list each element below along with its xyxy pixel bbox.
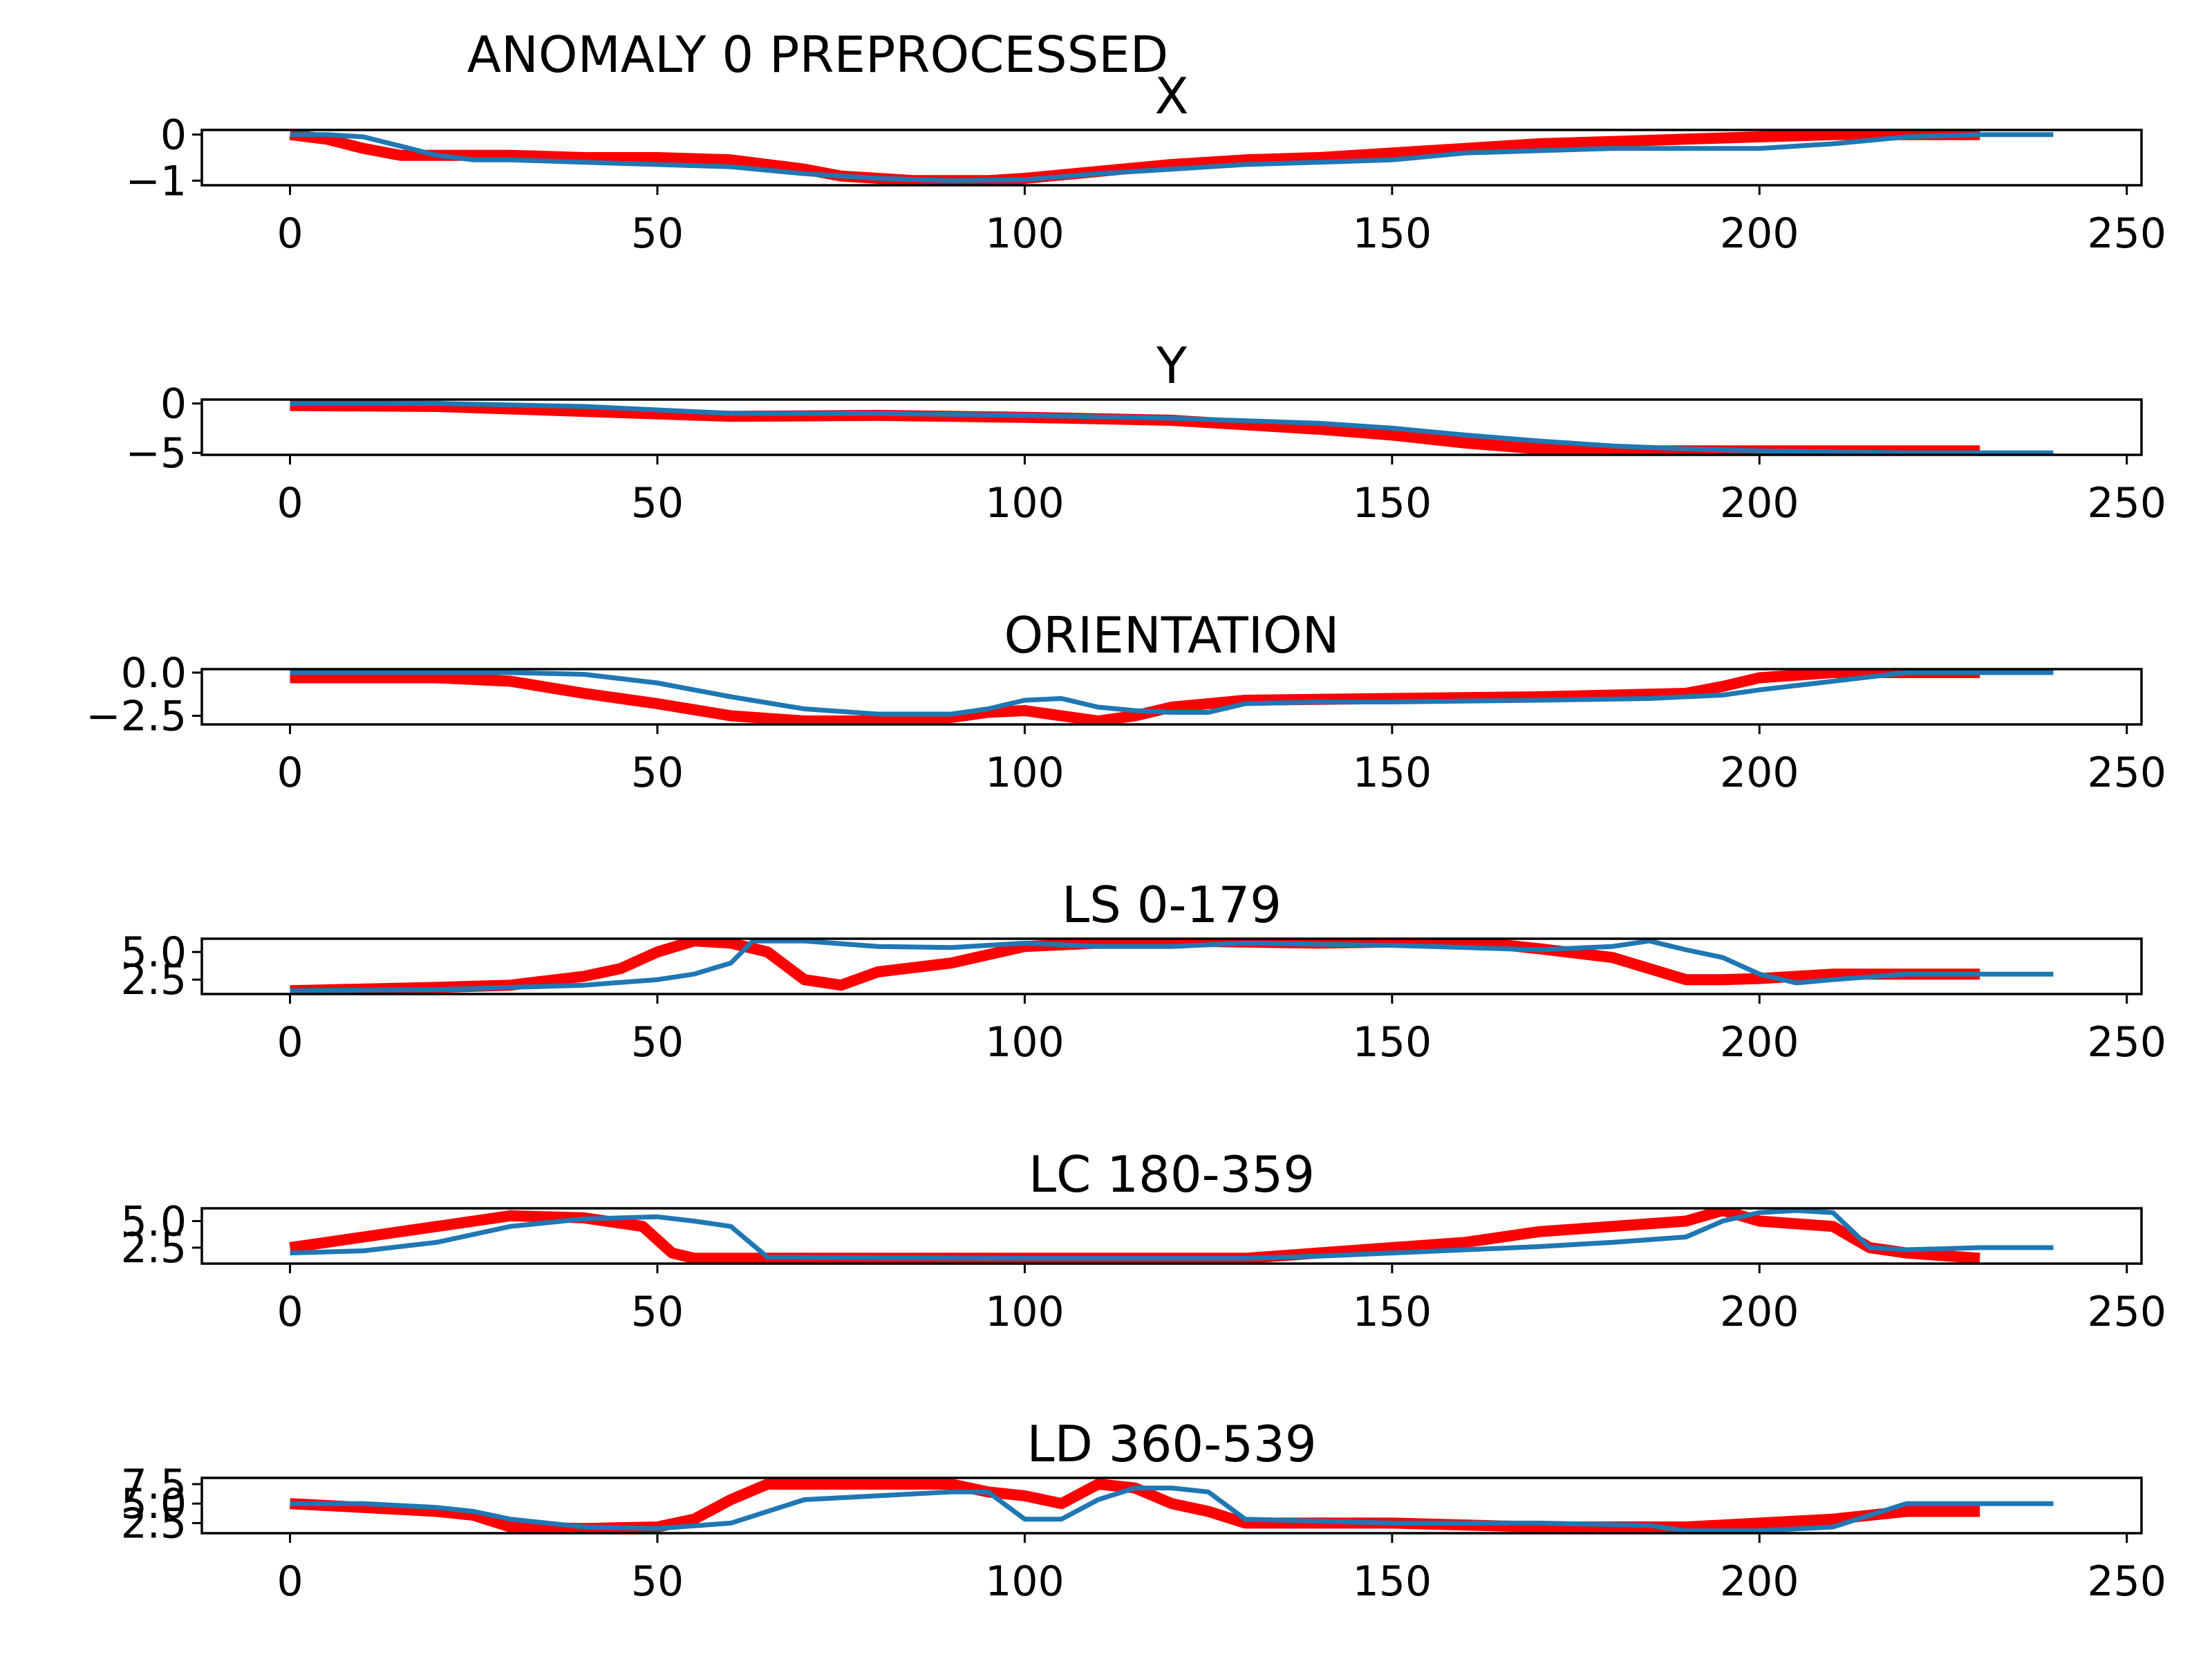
subplot-series-group: [290, 669, 2054, 724]
x-tick-label: 0: [276, 209, 303, 258]
x-tick-label: 250: [2087, 479, 2166, 527]
y-tick-label: 2.5: [121, 1224, 187, 1273]
x-tick-label: 100: [985, 209, 1065, 258]
x-tick-label: 200: [1720, 209, 1799, 258]
x-tick-label: 200: [1720, 749, 1799, 797]
y-tick-label: 7.5: [121, 1461, 187, 1509]
x-tick-label: 0: [276, 479, 303, 527]
subplot-title: LS 0-179: [1062, 876, 1282, 934]
series-line-red: [289, 1208, 1980, 1264]
x-tick-label: 250: [2087, 209, 2166, 258]
y-tick-label: 0.0: [121, 649, 187, 697]
series-line-red: [290, 939, 1980, 994]
x-tick-label: 0: [276, 749, 303, 797]
series-line-blue: [290, 670, 2054, 717]
x-tick-label: 250: [2087, 749, 2166, 797]
x-tick-label: 100: [985, 1018, 1065, 1067]
x-tick-label: 50: [631, 749, 684, 797]
y-tick-label: 5.0: [121, 1480, 187, 1528]
x-tick-label: 50: [631, 209, 684, 258]
x-tick-label: 50: [631, 479, 684, 527]
subplot-title: LD 360-539: [1027, 1415, 1316, 1473]
x-tick-label: 250: [2087, 1557, 2166, 1606]
subplot-frame: [200, 1207, 2143, 1265]
x-tick-label: 0: [276, 1018, 303, 1067]
subplot-series-group: [290, 400, 2054, 455]
y-tick-label: −5: [126, 429, 187, 478]
subplot-frame: [200, 129, 2143, 187]
x-tick-label: 50: [631, 1018, 684, 1067]
subplot-series-group: [289, 1208, 2054, 1264]
x-tick-label: 50: [631, 1288, 684, 1336]
x-tick-label: 250: [2087, 1018, 2166, 1067]
x-tick-label: 100: [985, 479, 1065, 527]
subplot-5: LC 180-359 0 50 100 150 200 250 2.55.0: [121, 1145, 2166, 1336]
subplot-title: X: [1154, 67, 1188, 125]
y-tick-label: 2.5: [121, 1499, 187, 1548]
y-tick-label: 5.0: [121, 928, 187, 977]
series-line-blue: [290, 401, 2054, 455]
subplot-series-group: [289, 130, 2054, 185]
x-tick-label: 200: [1720, 1018, 1799, 1067]
y-tick-label: −1: [126, 157, 187, 205]
subplot-frame: [200, 668, 2143, 726]
x-tick-label: 150: [1353, 1018, 1432, 1067]
x-tick-label: 150: [1353, 1288, 1432, 1336]
y-tick-label: 0: [160, 380, 187, 429]
series-line-blue: [290, 1208, 2054, 1261]
x-tick-label: 0: [276, 1288, 303, 1336]
x-tick-label: 250: [2087, 1288, 2166, 1336]
subplot-title: Y: [1156, 337, 1188, 395]
series-line-blue: [290, 939, 2054, 993]
x-tick-label: 200: [1720, 1557, 1799, 1606]
x-tick-label: 0: [276, 1557, 303, 1606]
subplot-frame: [200, 398, 2143, 456]
y-tick-label: 2.5: [121, 956, 187, 1004]
x-tick-label: 150: [1353, 749, 1432, 797]
y-tick-label: −2.5: [86, 693, 187, 741]
series-line-blue: [290, 132, 2054, 183]
y-tick-label: 0: [160, 111, 187, 160]
subplot-series-group: [290, 939, 2054, 994]
series-line-blue: [290, 1485, 2054, 1533]
subplot-title: ORIENTATION: [1004, 606, 1339, 664]
x-tick-label: 100: [985, 1557, 1065, 1606]
x-tick-label: 100: [985, 749, 1065, 797]
subplot-4: LS 0-179 0 50 100 150 200 250 2.55.0: [121, 876, 2166, 1067]
x-tick-label: 100: [985, 1288, 1065, 1336]
x-tick-label: 150: [1353, 479, 1432, 527]
subplot-6: LD 360-539 0 50 100 150 200 250 2.55.07.5: [121, 1415, 2166, 1606]
subplot-3: ORIENTATION 0 50 100 150 200 250 0.0−2.5: [86, 606, 2166, 797]
series-line-red: [290, 669, 1980, 724]
subplot-series-group: [290, 1479, 2054, 1533]
x-tick-label: 200: [1720, 479, 1799, 527]
subplot-title: LC 180-359: [1029, 1145, 1315, 1203]
subplot-frame: [200, 1477, 2143, 1535]
x-tick-label: 150: [1353, 209, 1432, 258]
subplot-frame: [200, 937, 2143, 995]
figure-suptitle: ANOMALY 0 PREPROCESSED: [467, 26, 1168, 84]
y-tick-label: 5.0: [121, 1197, 187, 1246]
x-tick-label: 50: [631, 1557, 684, 1606]
x-tick-label: 150: [1353, 1557, 1432, 1606]
x-tick-label: 200: [1720, 1288, 1799, 1336]
